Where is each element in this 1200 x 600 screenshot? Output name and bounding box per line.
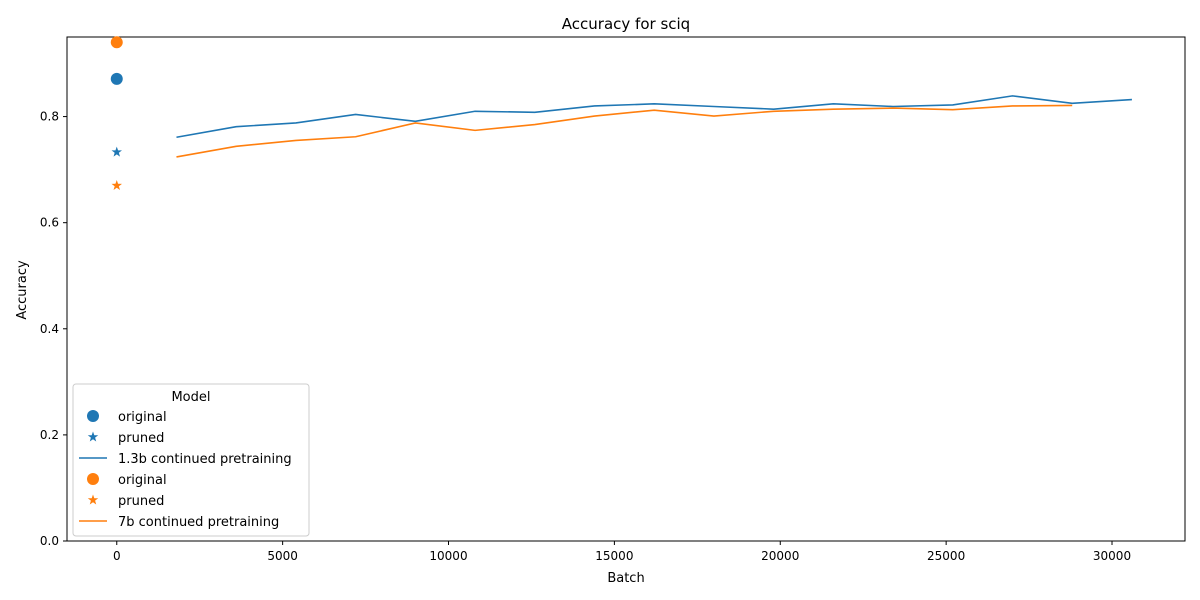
- legend-marker-circle: [87, 473, 99, 485]
- legend-entry-label: pruned: [118, 431, 164, 446]
- x-axis-label: Batch: [607, 571, 644, 586]
- series-line: [176, 95, 1132, 139]
- pruned-point: [111, 146, 122, 157]
- y-tick-label: 0.6: [40, 216, 59, 230]
- original-point: [110, 36, 123, 49]
- legend: Model original pruned 1.3b continued pretra…: [72, 383, 310, 537]
- legend-entry-label: original: [118, 410, 167, 425]
- y-tick-label: 0.4: [40, 322, 59, 336]
- legend-entry-label: original: [118, 473, 167, 488]
- legend-entry-label: pruned: [118, 494, 164, 509]
- y-axis-label: Accuracy: [15, 260, 30, 320]
- chart-title: Accuracy for sciq: [562, 15, 690, 33]
- y-tick-label: 0.8: [40, 110, 59, 124]
- original-point: [110, 72, 123, 85]
- x-tick-label: 30000: [1093, 549, 1131, 563]
- legend-title: Model: [171, 390, 210, 405]
- legend-marker-star: [87, 494, 99, 505]
- legend-box: [72, 383, 310, 537]
- series-line: [176, 104, 1073, 158]
- x-tick-label: 15000: [595, 549, 633, 563]
- points-layer: [110, 36, 123, 190]
- legend-entry-label: 1.3b continued pretraining: [118, 452, 292, 467]
- legend-marker-star: [87, 431, 99, 442]
- y-tick-label: 0.2: [40, 428, 59, 442]
- legend-marker-circle: [87, 410, 99, 422]
- y-axis-ticks: 0.0 0.2 0.4 0.6 0.8: [40, 110, 67, 548]
- series-layer: [176, 95, 1132, 158]
- axes-border: [66, 36, 1186, 542]
- x-tick-label: 5000: [267, 549, 298, 563]
- x-tick-label: 10000: [429, 549, 467, 563]
- x-tick-label: 0: [113, 549, 121, 563]
- y-tick-label: 0.0: [40, 534, 59, 548]
- x-tick-label: 25000: [927, 549, 965, 563]
- legend-entry-label: 7b continued pretraining: [118, 515, 279, 530]
- x-axis-ticks: 0 5000 10000 15000 20000 25000 30000: [113, 541, 1131, 563]
- pruned-point: [111, 180, 122, 190]
- x-tick-label: 20000: [761, 549, 799, 563]
- axes-frame: [66, 36, 1186, 542]
